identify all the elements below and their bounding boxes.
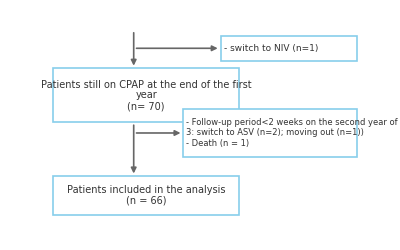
Bar [53, 176, 239, 215]
Text: (n= 70): (n= 70) [127, 101, 165, 111]
Text: - Follow-up period<2 weeks on the second year of follow-up (n =: - Follow-up period<2 weeks on the second… [186, 118, 400, 127]
Text: - switch to NIV (n=1): - switch to NIV (n=1) [224, 44, 318, 53]
Text: 3: switch to ASV (n=2); moving out (n=1)): 3: switch to ASV (n=2); moving out (n=1)… [186, 128, 364, 138]
Bar [53, 68, 239, 122]
Text: Patients included in the analysis: Patients included in the analysis [67, 185, 225, 195]
Text: Patients still on CPAP at the end of the first: Patients still on CPAP at the end of the… [41, 80, 252, 90]
Text: (n = 66): (n = 66) [126, 196, 166, 206]
Bar [183, 109, 357, 157]
Bar [220, 36, 357, 61]
Text: - Death (n = 1): - Death (n = 1) [186, 139, 250, 148]
Text: year: year [135, 90, 157, 101]
